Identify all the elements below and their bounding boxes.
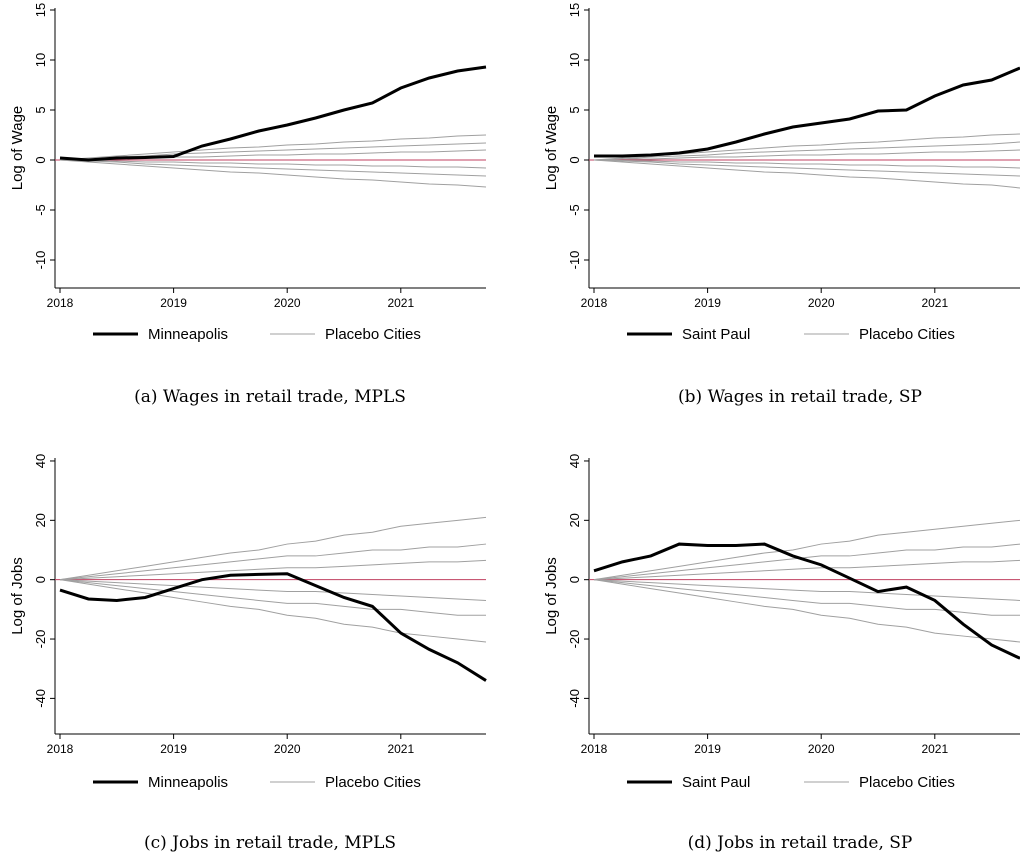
legend-label: Placebo Cities [859, 774, 955, 791]
y-tick-label: 15 [33, 3, 48, 17]
y-tick-label: -10 [567, 251, 582, 270]
x-tick-label: 2021 [921, 742, 948, 756]
x-tick-label: 2018 [47, 742, 74, 756]
y-tick-label: 0 [567, 576, 582, 583]
y-tick-label: -10 [33, 251, 48, 270]
placebo-line [59, 543, 487, 581]
y-tick-label: 20 [33, 513, 48, 527]
x-tick-label: 2019 [694, 742, 721, 756]
y-tick-label: 10 [567, 53, 582, 67]
x-tick-label: 2019 [160, 296, 187, 310]
y-tick-label: 20 [567, 513, 582, 527]
city-line [594, 66, 1020, 158]
legend-label: Minneapolis [148, 774, 228, 791]
panel: -10 -5 0 5 10 15 2018 2019 2020 2021 Log of Wage Mi… [9, 3, 487, 407]
placebo-line [593, 559, 1020, 581]
placebo-line [59, 559, 487, 581]
placebo-line [593, 159, 1020, 189]
y-tick-label: -20 [567, 630, 582, 649]
legend-label: Minneapolis [148, 326, 228, 343]
placebo-line [59, 579, 486, 616]
x-tick-label: 2020 [808, 742, 835, 756]
legend-label: Placebo Cities [859, 326, 955, 343]
x-tick-label: 2018 [581, 296, 608, 310]
y-axis-title: Log of Wage [9, 106, 26, 191]
city-line [59, 572, 487, 682]
placebo-line [593, 579, 1020, 643]
y-tick-label: 40 [567, 454, 582, 468]
y-tick-label: 5 [567, 106, 582, 113]
placebo-line [59, 579, 487, 643]
legend-label: Saint Paul [682, 326, 750, 343]
placebo-line [593, 579, 1020, 601]
placebo-line [593, 141, 1020, 161]
placebo-line [59, 159, 487, 177]
x-tick-label: 2018 [47, 296, 74, 310]
y-tick-label: 0 [33, 156, 48, 163]
x-tick-label: 2021 [387, 742, 414, 756]
placebo-line [593, 149, 1020, 161]
placebo-line [593, 159, 1020, 177]
x-tick-label: 2020 [274, 742, 301, 756]
y-tick-label: 40 [33, 454, 48, 468]
y-tick-label: 10 [33, 53, 48, 67]
placebo-line [593, 159, 1020, 169]
placebo-line [59, 516, 487, 581]
placebo-line [59, 159, 487, 169]
city-line [59, 65, 487, 162]
caption: (a) Wages in retail trade, MPLS [134, 387, 406, 407]
city-line [593, 542, 1020, 660]
placebo-line [59, 134, 487, 161]
y-tick-label: 0 [567, 156, 582, 163]
x-tick-label: 2020 [274, 296, 301, 310]
placebo-line [593, 519, 1020, 581]
placebo-line [59, 159, 487, 188]
legend-label: Placebo Cities [325, 326, 421, 343]
y-tick-label: -40 [33, 689, 48, 708]
x-tick-label: 2021 [387, 296, 414, 310]
x-tick-label: 2020 [808, 296, 835, 310]
caption: (d) Jobs in retail trade, SP [688, 833, 913, 853]
panel: -10 -5 0 5 10 15 2018 2019 2020 2021 Log of Wage Sa… [543, 3, 1020, 407]
y-tick-label: -40 [567, 689, 582, 708]
y-tick-label: 5 [33, 106, 48, 113]
legend-label: Saint Paul [682, 774, 750, 791]
caption: (c) Jobs in retail trade, MPLS [144, 833, 396, 853]
x-tick-label: 2021 [921, 296, 948, 310]
placebo-line [593, 133, 1020, 161]
caption: (b) Wages in retail trade, SP [678, 387, 922, 407]
y-axis-title: Log of Jobs [9, 557, 26, 635]
panel: -40 -20 0 20 40 2018 2019 2020 2021 Log of Jobs Mi… [9, 454, 487, 853]
x-tick-label: 2019 [160, 742, 187, 756]
y-axis-title: Log of Jobs [543, 557, 560, 635]
y-tick-label: -20 [33, 630, 48, 649]
panel: -40 -20 0 20 40 2018 2019 2020 2021 Log of Jobs Sa… [543, 454, 1020, 853]
y-axis-title: Log of Wage [543, 106, 560, 191]
y-tick-label: -5 [567, 204, 582, 216]
y-tick-label: -5 [33, 204, 48, 216]
y-tick-label: 15 [567, 3, 582, 17]
legend-label: Placebo Cities [325, 774, 421, 791]
x-tick-label: 2018 [581, 742, 608, 756]
placebo-line [593, 543, 1020, 581]
placebo-line [59, 579, 487, 601]
x-tick-label: 2019 [694, 296, 721, 310]
y-tick-label: 0 [33, 576, 48, 583]
